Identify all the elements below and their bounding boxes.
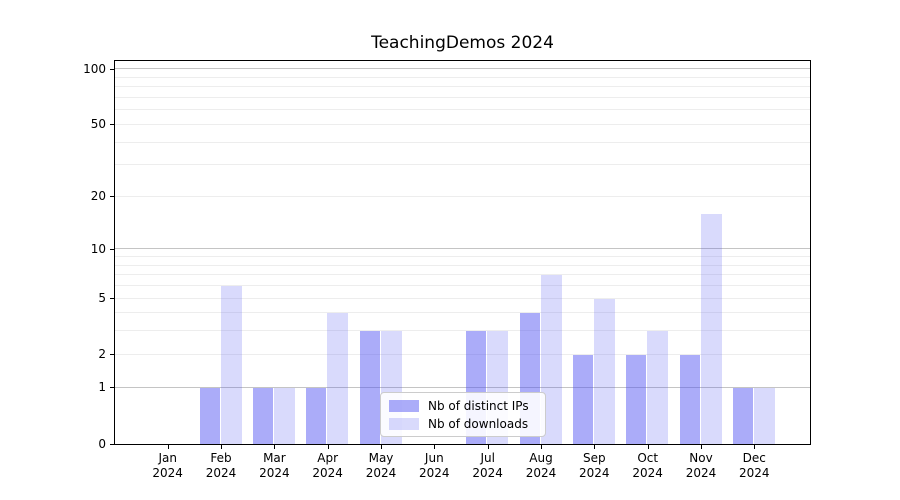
minor-gridline bbox=[115, 195, 810, 197]
x-tick-label-nov: Nov 2024 bbox=[685, 451, 717, 480]
minor-gridline bbox=[115, 264, 810, 266]
major-gridline bbox=[115, 386, 810, 388]
x-tick-label-oct: Oct 2024 bbox=[632, 451, 663, 480]
minor-gridline bbox=[115, 297, 810, 299]
minor-gridline bbox=[115, 76, 810, 78]
bar-apr-downloads bbox=[327, 313, 349, 444]
minor-gridline bbox=[115, 256, 810, 257]
major-gridline bbox=[115, 68, 810, 70]
y-tick-label: 5 bbox=[98, 291, 106, 305]
x-tick-label-jun: Jun 2024 bbox=[419, 451, 450, 480]
bar-sep-downloads bbox=[593, 298, 615, 444]
bar-apr-ips bbox=[306, 387, 327, 444]
legend-item-distinct-ips: Nb of distinct IPs bbox=[389, 398, 537, 413]
minor-gridline bbox=[115, 96, 810, 98]
y-tick-label: 100 bbox=[83, 61, 106, 76]
y-tick-label: 0 bbox=[98, 436, 106, 451]
legend-label-distinct-ips: Nb of distinct IPs bbox=[428, 398, 529, 413]
x-tick-mark bbox=[381, 445, 382, 449]
y-tick-label: 10 bbox=[90, 241, 106, 256]
x-tick-label-sep: Sep 2024 bbox=[579, 451, 610, 480]
bar-may-ips bbox=[359, 331, 380, 444]
legend-swatch-downloads bbox=[389, 417, 419, 430]
x-tick-mark bbox=[594, 445, 596, 449]
x-tick-mark bbox=[754, 445, 756, 449]
legend-label-downloads: Nb of downloads bbox=[428, 416, 529, 431]
x-tick-mark bbox=[274, 445, 276, 449]
y-tick-mark bbox=[110, 196, 114, 198]
x-tick-mark bbox=[167, 445, 169, 449]
y-tick-mark bbox=[110, 443, 114, 445]
y-tick-mark bbox=[110, 248, 114, 250]
x-tick-label-jul: Jul 2024 bbox=[472, 451, 503, 480]
x-tick-mark bbox=[434, 445, 436, 449]
x-tick-label-jan: Jan 2024 bbox=[152, 451, 183, 480]
x-tick-label-apr: Apr 2024 bbox=[312, 451, 343, 480]
minor-gridline bbox=[115, 285, 810, 286]
minor-gridline bbox=[115, 312, 810, 314]
y-tick-mark bbox=[110, 68, 114, 70]
minor-gridline bbox=[115, 141, 810, 143]
x-tick-label-mar: Mar 2024 bbox=[259, 451, 290, 480]
x-tick-mark bbox=[487, 445, 489, 449]
minor-gridline bbox=[115, 353, 810, 355]
minor-gridline bbox=[115, 164, 810, 166]
x-tick-label-aug: Aug 2024 bbox=[525, 451, 557, 480]
x-tick-mark bbox=[647, 445, 649, 449]
x-tick-mark bbox=[327, 445, 329, 449]
legend: Nb of distinct IPs Nb of downloads bbox=[380, 392, 546, 437]
chart-title: TeachingDemos 2024 bbox=[371, 33, 554, 53]
y-tick-label: 2 bbox=[98, 347, 106, 362]
bar-nov-ips bbox=[679, 354, 700, 444]
minor-gridline bbox=[115, 274, 810, 276]
bar-oct-downloads bbox=[647, 331, 669, 444]
bar-sep-ips bbox=[572, 354, 593, 444]
y-tick-mark bbox=[110, 298, 114, 299]
minor-gridline bbox=[115, 330, 810, 332]
bar-feb-downloads bbox=[220, 286, 242, 444]
legend-item-downloads: Nb of downloads bbox=[389, 416, 537, 431]
minor-gridline bbox=[115, 86, 810, 88]
y-tick-mark bbox=[110, 354, 114, 356]
major-gridline bbox=[115, 248, 810, 250]
bar-mar-ips bbox=[252, 387, 273, 444]
bar-dec-ips bbox=[732, 387, 753, 444]
bar-nov-downloads bbox=[700, 213, 722, 444]
bar-dec-downloads bbox=[753, 387, 775, 444]
y-tick-label: 1 bbox=[98, 380, 106, 395]
minor-gridline bbox=[115, 109, 810, 111]
y-tick-mark bbox=[110, 124, 114, 126]
y-tick-mark bbox=[110, 387, 114, 389]
x-tick-label-feb: Feb 2024 bbox=[205, 451, 237, 480]
x-tick-label-may: May 2024 bbox=[365, 451, 397, 480]
x-tick-mark bbox=[221, 445, 222, 449]
bar-mar-downloads bbox=[273, 387, 295, 444]
bar-oct-ips bbox=[626, 354, 647, 444]
y-tick-label: 20 bbox=[90, 189, 106, 204]
x-tick-label-dec: Dec 2024 bbox=[739, 451, 770, 480]
x-tick-mark bbox=[701, 445, 702, 449]
plot-area: Nb of distinct IPs Nb of downloads bbox=[114, 60, 811, 445]
x-tick-mark bbox=[541, 445, 542, 449]
legend-swatch-distinct-ips bbox=[389, 399, 419, 412]
bar-feb-ips bbox=[199, 387, 220, 444]
minor-gridline bbox=[115, 123, 810, 125]
y-tick-label: 50 bbox=[90, 117, 106, 132]
